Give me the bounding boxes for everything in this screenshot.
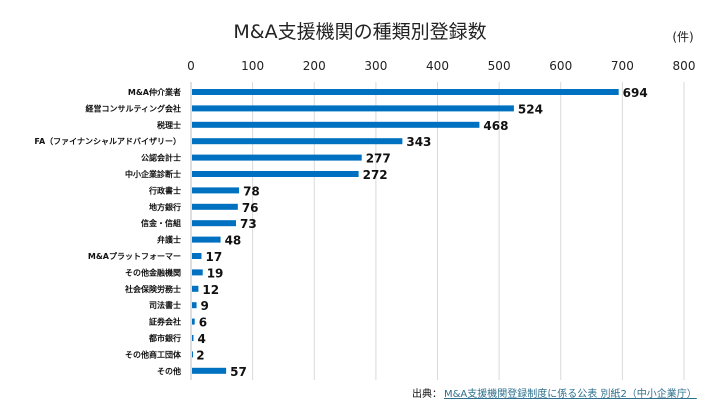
data-label: 12 xyxy=(202,283,219,297)
bar xyxy=(192,89,619,95)
bar xyxy=(192,351,193,358)
data-label: 57 xyxy=(230,365,247,379)
category-label: その他金融機関 xyxy=(125,267,181,277)
data-label: 9 xyxy=(201,299,209,313)
category-label: 弁護士 xyxy=(157,235,181,245)
bar xyxy=(192,154,362,161)
x-tick-label: 400 xyxy=(426,59,449,73)
category-label: 行政書士 xyxy=(148,185,181,195)
bar xyxy=(192,105,514,112)
source-prefix: 出典： xyxy=(412,387,442,400)
x-tick-label: 500 xyxy=(488,59,511,73)
bar xyxy=(192,318,195,325)
category-label: 地方銀行 xyxy=(149,202,181,212)
category-label: FA（ファイナンシャルアドバイザリー） xyxy=(34,136,181,146)
data-label: 272 xyxy=(363,168,388,182)
category-label: 社会保険労務士 xyxy=(124,284,181,294)
bar xyxy=(192,171,359,177)
bar xyxy=(192,236,221,243)
category-label: M&A仲介業者 xyxy=(128,87,181,97)
bar xyxy=(192,138,403,145)
unit-label: (件) xyxy=(672,30,693,44)
bar xyxy=(192,269,203,276)
x-tick-label: 700 xyxy=(611,59,634,73)
bar xyxy=(192,302,197,309)
category-label: 経営コンサルティング会社 xyxy=(85,103,181,113)
category-label: 税理士 xyxy=(157,120,181,130)
bar xyxy=(192,285,199,292)
data-label: 343 xyxy=(406,135,431,149)
data-label: 19 xyxy=(207,266,224,280)
bar xyxy=(192,220,236,227)
category-label: 証券会社 xyxy=(149,317,181,327)
category-label: 公認会計士 xyxy=(141,153,181,163)
chart-title: M&A支援機関の種類別登録数 xyxy=(233,21,486,43)
bar xyxy=(192,187,240,194)
x-tick-label: 100 xyxy=(241,59,264,73)
data-label: 2 xyxy=(196,348,204,362)
category-label: その他 xyxy=(157,366,181,376)
x-tick-label: 800 xyxy=(673,59,696,73)
x-tick-label: 0 xyxy=(187,59,195,73)
bar xyxy=(192,253,202,259)
x-tick-label: 300 xyxy=(364,59,387,73)
bar xyxy=(192,367,227,374)
source-link[interactable]: M&A支援機関登録制度に係る公表 別紙2（中小企業庁） xyxy=(444,387,697,400)
bar xyxy=(192,121,480,128)
data-label: 524 xyxy=(518,102,543,116)
x-tick-label: 200 xyxy=(303,59,326,73)
category-label: M&Aプラットフォーマー xyxy=(88,251,181,261)
data-label: 73 xyxy=(240,217,257,231)
data-label: 48 xyxy=(225,234,242,248)
data-label: 277 xyxy=(366,152,391,166)
data-label: 4 xyxy=(197,332,205,346)
bar xyxy=(192,203,238,210)
category-label: その他商工団体 xyxy=(125,349,182,359)
x-tick-label: 600 xyxy=(549,59,572,73)
category-label: 中小企業診断士 xyxy=(125,169,181,179)
bar xyxy=(192,335,194,341)
data-label: 468 xyxy=(483,119,508,133)
category-label: 信金・信組 xyxy=(141,218,181,228)
data-label: 76 xyxy=(242,201,259,215)
data-label: 694 xyxy=(623,86,648,100)
data-label: 6 xyxy=(199,316,207,330)
category-label: 都市銀行 xyxy=(148,333,181,343)
category-label: 司法書士 xyxy=(149,300,181,310)
data-label: 78 xyxy=(243,184,260,198)
data-label: 17 xyxy=(205,250,222,264)
